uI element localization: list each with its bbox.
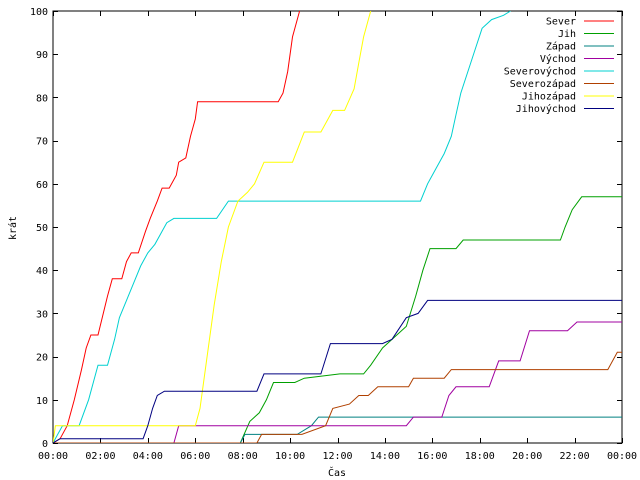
legend-entry-label: Severozápad (510, 78, 576, 90)
x-tick-label: 12:00 (322, 451, 352, 462)
y-tick-label: 70 (36, 137, 48, 148)
x-tick-label: 18:00 (465, 451, 495, 462)
x-tick-label: 08:00 (228, 451, 258, 462)
series-line-0 (53, 11, 301, 443)
series-line-1 (53, 196, 622, 443)
y-tick-label: 90 (36, 50, 48, 61)
y-tick-label: 50 (36, 223, 48, 234)
y-tick-label: 100 (30, 7, 48, 18)
x-tick-label: 06:00 (180, 451, 210, 462)
legend-entry-label: Jihozápad (522, 91, 576, 103)
legend: SeverJihZápadVýchodSeverovýchodSeverozáp… (504, 17, 614, 115)
series-lines (53, 11, 622, 443)
legend-entry-label: Jih (558, 29, 576, 40)
y-tick-label: 20 (36, 353, 48, 364)
y-axis-label: krát (7, 216, 19, 240)
y-axis-ticks: 0 10 20 30 40 50 60 70 80 90 100 (30, 7, 622, 450)
x-tick-label: 20:00 (512, 451, 542, 462)
legend-entry-label: Západ (546, 41, 576, 53)
x-tick-label: 10:00 (275, 451, 305, 462)
y-tick-label: 60 (36, 180, 48, 191)
legend-entry-label: Východ (540, 53, 576, 65)
x-tick-label: 16:00 (417, 451, 447, 462)
legend-entry-label: Severovýchod (504, 66, 576, 78)
x-axis-ticks: 00:00 02:00 04:00 06:00 08:00 10:00 12:00 14:00… (38, 11, 637, 462)
y-tick-label: 40 (36, 266, 48, 277)
legend-entry-label: Sever (546, 17, 576, 28)
x-tick-label: 02:00 (85, 451, 115, 462)
series-line-6 (53, 11, 372, 443)
x-tick-label: 14:00 (370, 451, 400, 462)
series-line-4 (53, 11, 511, 443)
x-tick-label: 00:00 (38, 451, 68, 462)
y-tick-label: 10 (36, 396, 48, 407)
series-line-7 (53, 299, 622, 443)
series-line-3 (53, 321, 622, 443)
series-line-5 (53, 351, 622, 443)
x-tick-label: 04:00 (133, 451, 163, 462)
y-tick-label: 30 (36, 309, 48, 320)
y-tick-label: 0 (42, 439, 48, 450)
y-tick-label: 80 (36, 93, 48, 104)
legend-entry-label: Jihovýchod (516, 103, 576, 115)
x-tick-label: 00:00 (607, 451, 637, 462)
x-tick-label: 22:00 (560, 451, 590, 462)
x-axis-label: Čas (328, 466, 346, 479)
